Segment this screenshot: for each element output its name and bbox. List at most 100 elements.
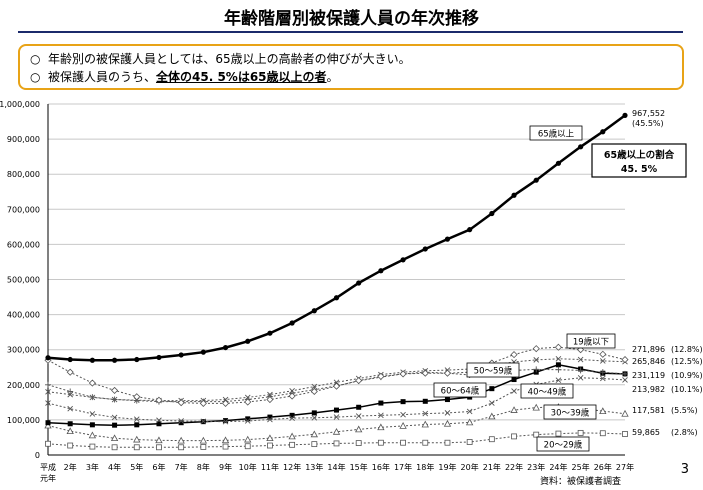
point-marker: [133, 393, 141, 401]
point-marker: [200, 349, 206, 355]
point-marker: [532, 345, 540, 353]
callout-box: [536, 436, 590, 452]
point-marker: [266, 395, 274, 404]
y-tick-label: 800,000: [7, 170, 40, 179]
point-marker: [399, 422, 407, 429]
point-marker: [67, 442, 74, 449]
point-marker: [578, 144, 584, 150]
point-marker: [200, 444, 207, 450]
point-marker: [67, 421, 73, 427]
point-marker: [332, 382, 341, 390]
point-marker: [288, 392, 296, 400]
point-marker: [133, 435, 141, 443]
point-marker: [488, 412, 496, 420]
summary-line-2: ○ 被保護人員のうち、全体の45. 5%は65歳以上の者。: [30, 68, 672, 86]
point-marker: [577, 374, 584, 381]
point-marker: [221, 436, 230, 444]
point-marker: [289, 320, 295, 326]
summary-box: ○ 年齢別の被保護人員としては、65歳以上の高齢者の伸びが大きい。 ○ 被保護人員の…: [18, 44, 684, 90]
x-tick-label: 8年: [197, 462, 210, 472]
point-marker: [45, 420, 51, 426]
point-marker: [223, 418, 229, 424]
series-0: [45, 112, 628, 363]
x-tick-sublabel: 元年: [40, 473, 56, 483]
point-marker: [532, 403, 540, 411]
point-marker: [112, 422, 118, 428]
point-marker: [622, 377, 628, 383]
point-marker: [577, 367, 584, 374]
point-marker: [422, 246, 428, 252]
point-marker: [555, 160, 562, 166]
point-marker: [134, 356, 140, 363]
summary-text-1: 年齢別の被保護人員としては、65歳以上の高齢者の伸びが大きい。: [48, 52, 411, 66]
point-marker: [222, 443, 229, 450]
point-marker: [289, 412, 295, 418]
point-marker: [599, 375, 606, 382]
x-tick-label: 21年: [483, 462, 501, 472]
series-4: [45, 374, 628, 425]
point-marker: [555, 366, 562, 373]
summary-text-2-suffix: 。: [326, 70, 339, 84]
point-marker: [267, 414, 273, 420]
point-marker: [311, 308, 317, 314]
point-marker: [489, 386, 495, 392]
point-marker: [267, 416, 273, 423]
point-marker: [178, 420, 184, 426]
point-marker: [356, 280, 362, 286]
point-marker: [400, 411, 406, 418]
point-marker: [178, 444, 185, 451]
point-marker: [133, 416, 140, 423]
point-marker: [178, 418, 184, 424]
end-share-label: (45.5%): [632, 119, 664, 128]
point-marker: [244, 394, 251, 401]
callout-label: 65歳以上: [538, 129, 575, 140]
point-marker: [355, 413, 362, 419]
end-value-label: 967,552: [632, 109, 665, 118]
x-tick-label: 10年: [239, 462, 257, 472]
point-marker: [511, 192, 517, 198]
point-marker: [533, 431, 540, 438]
point-marker: [444, 397, 450, 403]
point-marker: [111, 414, 118, 421]
point-marker: [488, 436, 495, 443]
series-line: [47, 114, 626, 362]
point-marker: [245, 338, 251, 344]
x-tick-label: 12年: [283, 462, 301, 472]
callout-box: [466, 362, 520, 378]
point-marker: [511, 433, 517, 440]
point-marker: [577, 429, 584, 436]
point-marker: [399, 370, 407, 378]
summary-emphasis: 全体の45. 5%は65歳以上の者: [156, 70, 327, 84]
point-marker: [111, 357, 118, 363]
point-marker: [599, 430, 606, 437]
point-marker: [378, 412, 384, 419]
y-tick-label: 400,000: [7, 311, 40, 320]
point-marker: [555, 362, 561, 368]
x-tick-label: 18年: [416, 462, 434, 472]
point-marker: [489, 210, 495, 217]
point-marker: [443, 369, 452, 377]
point-marker: [311, 441, 318, 448]
point-marker: [378, 268, 384, 274]
point-marker: [599, 369, 606, 376]
point-marker: [622, 112, 628, 118]
point-marker: [88, 431, 97, 439]
point-marker: [400, 439, 406, 446]
point-marker: [244, 443, 251, 450]
series-line: [47, 406, 626, 442]
point-marker: [533, 357, 540, 363]
point-marker: [67, 356, 73, 363]
point-marker: [333, 440, 340, 447]
point-marker: [222, 344, 229, 351]
point-marker: [465, 418, 474, 426]
x-tick-label: 3年: [86, 462, 99, 472]
share-highlight-value: 45. 5%: [621, 164, 658, 175]
summary-text-2-prefix: 被保護人員のうち、: [48, 70, 157, 84]
point-marker: [421, 369, 429, 377]
end-value-label: 59,865: [632, 428, 660, 437]
point-marker: [555, 430, 562, 437]
point-marker: [267, 330, 273, 336]
chart-series: [44, 112, 629, 451]
point-marker: [89, 394, 96, 401]
point-marker: [622, 431, 628, 437]
